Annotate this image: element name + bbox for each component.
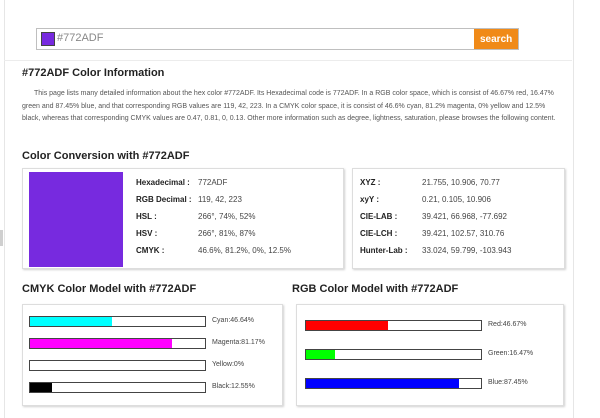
cmyk-bar — [29, 382, 206, 393]
rgb-model-title: RGB Color Model with #772ADF — [292, 283, 459, 295]
rgb-bar-label: Red:46.67% — [488, 321, 527, 328]
rgb-bar — [305, 320, 482, 331]
rgb-bar — [305, 349, 482, 360]
search-button[interactable]: search — [474, 29, 518, 49]
conversion-value: 772ADF — [198, 178, 228, 187]
conversion-right-panel — [352, 168, 565, 269]
cmyk-bar-label: Black:12.55% — [212, 383, 255, 390]
rgb-bar-label: Green:16.47% — [488, 350, 534, 357]
conversion-label: Hunter-Lab : — [360, 246, 408, 255]
conversion-label: xyY : — [360, 195, 379, 204]
cmyk-bar — [29, 360, 206, 371]
conversion-label: RGB Decimal : — [136, 195, 192, 204]
conversion-label: CIE-LCH : — [360, 229, 398, 238]
cmyk-bar-label: Yellow:0% — [212, 361, 245, 368]
cmyk-bar — [29, 338, 206, 349]
conversion-value: 119, 42, 223 — [198, 195, 242, 204]
page-title: #772ADF Color Information — [22, 67, 165, 79]
search-color-swatch — [41, 32, 55, 46]
conversion-label: Hexadecimal : — [136, 178, 190, 187]
cmyk-bar-label: Magenta:81.17% — [212, 339, 265, 346]
color-preview-swatch — [29, 172, 123, 267]
left-edge-tick — [0, 230, 3, 246]
color-description: This page lists many detailed informatio… — [22, 90, 556, 122]
rgb-bar-fill — [306, 350, 335, 359]
rgb-bar-label: Blue:87.45% — [488, 379, 528, 386]
conversion-value: 46.6%, 81.2%, 0%, 12.5% — [198, 246, 291, 255]
conversion-label: CIE-LAB : — [360, 212, 398, 221]
conversion-value: 39.421, 102.57, 310.76 — [422, 229, 505, 238]
conversion-value: 33.024, 59.799, -103.943 — [422, 246, 512, 255]
search-bar[interactable]: #772ADF search — [36, 28, 519, 50]
cmyk-bar-fill — [30, 317, 112, 326]
divider — [4, 60, 572, 61]
cmyk-model-title: CMYK Color Model with #772ADF — [22, 283, 197, 295]
search-input[interactable]: #772ADF — [57, 32, 104, 44]
cmyk-bar — [29, 316, 206, 327]
conversion-label: CMYK : — [136, 246, 165, 255]
conversion-value: 21.755, 10.906, 70.77 — [422, 178, 500, 187]
conversion-value: 0.21, 0.105, 10.906 — [422, 195, 491, 204]
conversion-value: 39.421, 66.968, -77.692 — [422, 212, 507, 221]
conversion-label: HSV : — [136, 229, 158, 238]
conversion-value: 266°, 74%, 52% — [198, 212, 256, 221]
rgb-bar-fill — [306, 379, 460, 388]
cmyk-bar-fill — [30, 383, 52, 392]
cmyk-bar-fill — [30, 339, 173, 348]
conversion-title: Color Conversion with #772ADF — [22, 150, 190, 162]
conversion-label: XYZ : — [360, 178, 381, 187]
cmyk-bar-label: Cyan:46.64% — [212, 317, 255, 324]
rgb-bar-fill — [306, 321, 388, 330]
conversion-value: 266°, 81%, 87% — [198, 229, 256, 238]
conversion-label: HSL : — [136, 212, 157, 221]
rgb-bar — [305, 378, 482, 389]
